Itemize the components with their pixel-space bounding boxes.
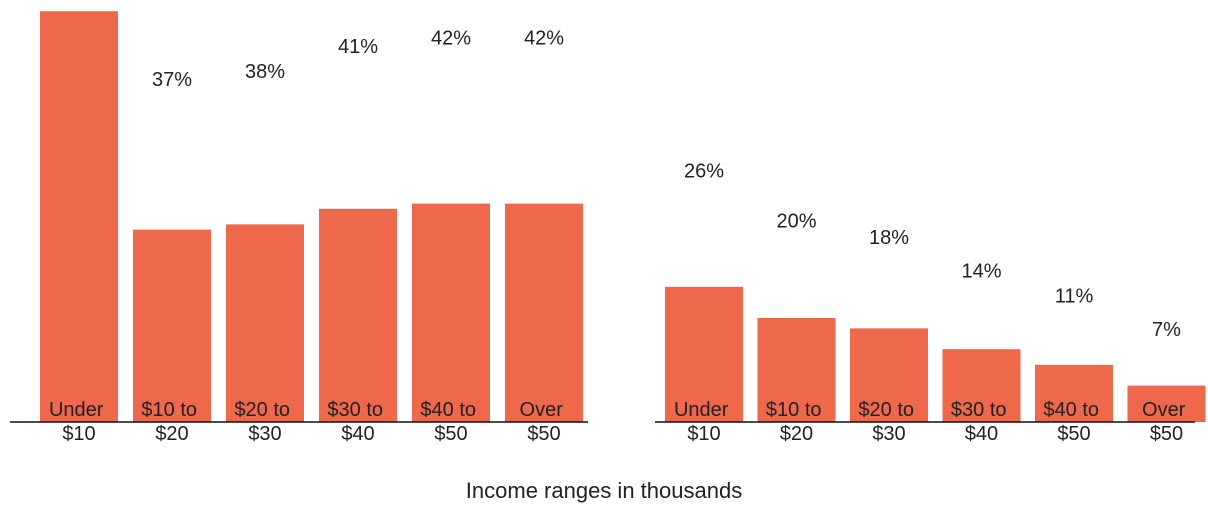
value-label: 7% [1152, 319, 1181, 341]
label-line: $10 to [766, 399, 827, 421]
value-label: 14% [961, 261, 1001, 283]
value-label: 38% [245, 61, 285, 83]
x-tick-label: $40 to $50 [1043, 399, 1104, 445]
label-line: $20 [780, 423, 813, 445]
label-line: $30 [872, 423, 905, 445]
value-label: 37% [152, 69, 192, 91]
value-label: 42% [431, 28, 471, 50]
bar [1127, 385, 1206, 422]
bar [40, 11, 118, 422]
label-line: Over [520, 399, 569, 421]
bar [133, 229, 211, 422]
x-axis-title: Income ranges in thousands [466, 478, 742, 503]
label-line: $10 [687, 423, 720, 445]
value-label: 11% [1055, 285, 1094, 307]
value-label: 20% [776, 211, 816, 233]
label-line: $50 [434, 423, 467, 445]
label-line: Under [674, 399, 734, 421]
label-line: $40 to [420, 399, 481, 421]
value-label: 41% [338, 36, 378, 58]
value-label: 18% [869, 227, 909, 249]
bar [1035, 364, 1113, 422]
bar [942, 349, 1021, 422]
label-line: $40 [341, 423, 374, 445]
x-tick-label: $10 to $20 [141, 399, 202, 445]
bar [319, 208, 397, 422]
bar [850, 328, 928, 422]
label-line: $40 [965, 423, 998, 445]
label-line: $10 [62, 423, 95, 445]
label-line: $50 [527, 423, 560, 445]
label-line: $30 to [951, 399, 1012, 421]
label-line: Under [49, 399, 109, 421]
x-tick-label: Under $10 [674, 399, 734, 445]
x-tick-label: Over $50 [520, 399, 569, 445]
x-tick-label: $30 to $40 [327, 399, 388, 445]
x-tick-label: $10 to $20 [766, 399, 827, 445]
label-line: $30 [248, 423, 281, 445]
x-tick-label: $30 to $40 [951, 399, 1012, 445]
bar [412, 203, 490, 422]
label-line: Over [1142, 399, 1191, 421]
x-tick-label: $40 to $50 [420, 399, 481, 445]
label-line: $20 to [234, 399, 295, 421]
x-tick-label: $20 to $30 [858, 399, 919, 445]
x-tick-label: Over $50 [1142, 399, 1191, 445]
label-line: $40 to [1043, 399, 1104, 421]
label-line: $30 to [327, 399, 388, 421]
x-tick-label: Under $10 [49, 399, 109, 445]
value-label: 26% [684, 161, 724, 183]
value-label: 42% [524, 28, 564, 50]
bar [757, 318, 836, 422]
label-line: $50 [1057, 423, 1090, 445]
bar [665, 286, 743, 422]
label-line: $10 to [141, 399, 202, 421]
label-line: $20 [155, 423, 188, 445]
bar [226, 224, 304, 422]
label-line: $20 to [858, 399, 919, 421]
x-tick-label: $20 to $30 [234, 399, 295, 445]
bar [505, 203, 583, 422]
label-line: $50 [1150, 423, 1183, 445]
